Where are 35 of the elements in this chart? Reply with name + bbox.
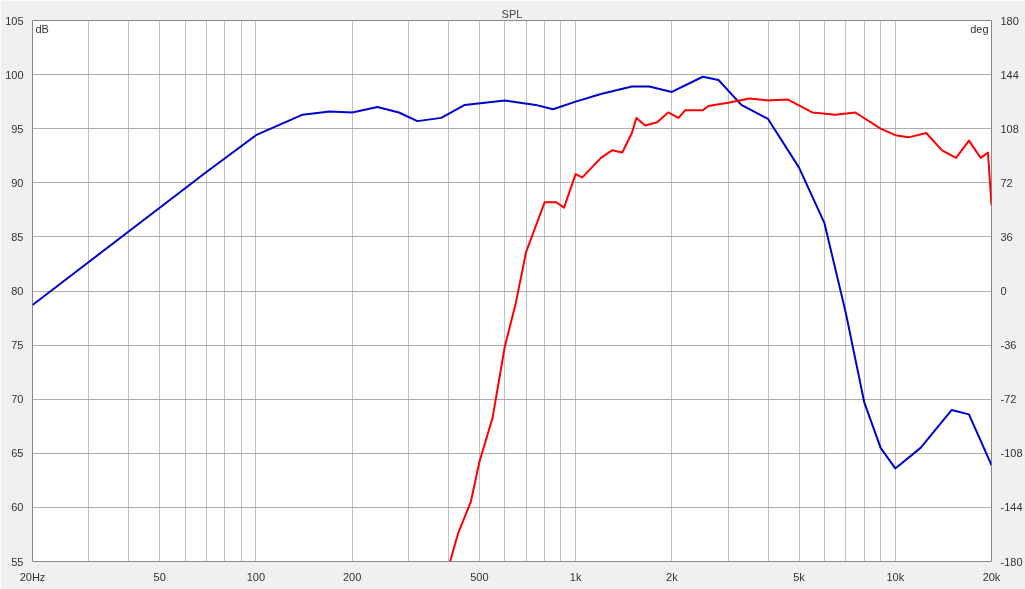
y2-axis-title: deg: [970, 22, 989, 35]
y2-tick-label: 0: [1000, 285, 1007, 297]
y-tick-label: 65: [11, 447, 24, 460]
x-tick-label: 20Hz: [19, 570, 46, 583]
y-tick-label: 90: [11, 176, 24, 189]
y-tick-label: 105: [5, 14, 24, 27]
y2-tick-label: 72: [1000, 176, 1013, 189]
x-tick-label: 5k: [793, 570, 806, 583]
y2-tick-label: -144: [1000, 501, 1023, 514]
y2-tick-label: -180: [1000, 555, 1023, 568]
x-tick-label: 50: [153, 570, 166, 583]
x-tick-label: 500: [470, 570, 489, 583]
x-tick-label: 200: [342, 570, 362, 583]
y-tick-label: 85: [11, 230, 24, 243]
y-tick-label: 70: [11, 393, 24, 406]
y-tick-label: 95: [11, 122, 24, 135]
x-tick-label: 10k: [886, 570, 905, 583]
y2-tick-label: 36: [1000, 230, 1013, 243]
y2-tick-label: -36: [1000, 339, 1017, 352]
y2-tick-label: 144: [1000, 68, 1019, 81]
y-tick-label: 55: [11, 555, 24, 568]
y-tick-label: 60: [11, 501, 24, 514]
x-tick-label: 1k: [569, 570, 582, 583]
y-axis-title: dB: [35, 22, 49, 35]
y-tick-label: 80: [11, 285, 24, 297]
x-tick-label: 20k: [982, 570, 1001, 583]
x-tick-label: 100: [246, 570, 266, 583]
y2-tick-label: -72: [1000, 393, 1017, 406]
chart-title: SPL: [501, 7, 523, 20]
y2-tick-label: -108: [1000, 447, 1023, 460]
x-tick-label: 2k: [666, 570, 679, 583]
y2-tick-label: 108: [1000, 122, 1019, 135]
y2-tick-label: 180: [1000, 14, 1019, 27]
y-tick-label: 75: [11, 339, 24, 352]
y-tick-label: 100: [5, 68, 24, 81]
